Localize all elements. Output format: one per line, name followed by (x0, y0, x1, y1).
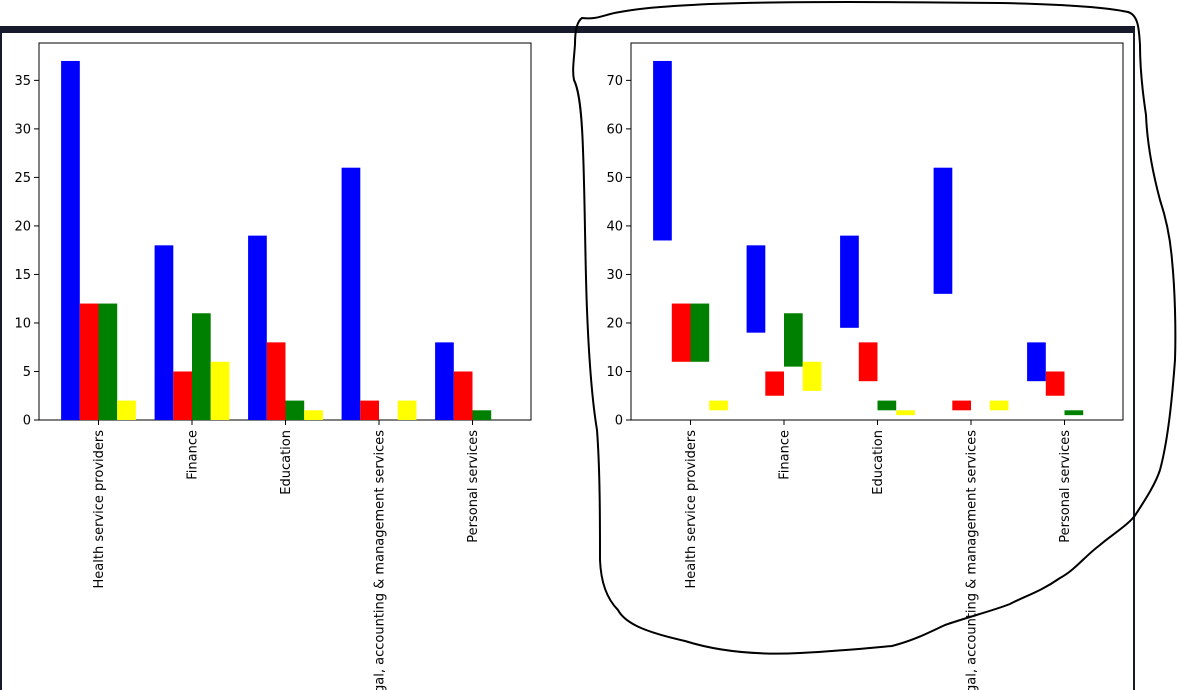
window-left-border (0, 33, 2, 690)
bar-series-1-3 (341, 167, 361, 420)
bar-series-2-2 (858, 342, 878, 382)
x-tick-label: Education (871, 430, 886, 495)
bar-series-2-1 (173, 371, 192, 420)
y-tick-label: 0 (23, 414, 31, 429)
bar-series-2-1 (765, 371, 784, 396)
bar-series-3-4 (472, 410, 492, 420)
bar-series-2-3 (360, 400, 379, 420)
hand-drawn-circle-annotation (572, 1, 1177, 655)
bar-series-4-0 (117, 400, 136, 420)
bar-series-1-3 (933, 167, 953, 294)
bar-series-4-0 (709, 400, 728, 411)
bar-series-2-2 (266, 342, 286, 420)
bar-series-4-1 (210, 361, 230, 420)
bar-series-1-1 (154, 245, 174, 420)
bar-series-1-2 (840, 235, 859, 328)
y-tick-label: 70 (606, 74, 623, 89)
bar-series-3-4 (1064, 410, 1084, 416)
y-tick-label: 35 (14, 74, 31, 89)
x-tick-label: Legal, accounting & management services (373, 430, 388, 690)
bar-series-4-2 (896, 410, 915, 416)
bar-series-4-2 (304, 410, 323, 420)
bar-series-3-1 (784, 313, 803, 367)
x-tick-label: Personal services (1058, 430, 1073, 543)
bar-series-2-0 (671, 303, 691, 362)
y-tick-label: 10 (606, 365, 623, 380)
bar-series-3-2 (285, 400, 305, 420)
bar-series-4-3 (989, 400, 1009, 411)
bar-series-4-1 (802, 361, 822, 391)
bar-series-1-1 (746, 245, 766, 333)
y-tick-label: 20 (14, 219, 31, 234)
y-tick-label: 10 (14, 316, 31, 331)
bar-series-3-0 (98, 303, 118, 420)
x-tick-label: Finance (186, 430, 201, 480)
y-tick-label: 50 (606, 171, 623, 186)
y-tick-label: 30 (14, 122, 31, 137)
bar-series-4-3 (397, 400, 417, 420)
y-tick-label: 20 (606, 316, 623, 331)
window-top-bar (0, 26, 1135, 33)
bar-series-3-1 (192, 313, 211, 420)
x-tick-label: Finance (778, 430, 793, 480)
y-tick-label: 60 (606, 122, 623, 137)
x-tick-label: Personal services (466, 430, 481, 543)
y-tick-label: 25 (14, 171, 31, 186)
chart-right: 0 10 20 30 40 50 60 70 Health service providers F… (606, 42, 1124, 690)
y-tick-label: 40 (606, 219, 623, 234)
y-tick-label: 5 (23, 365, 31, 380)
y-tick-label: 15 (14, 268, 31, 283)
bar-series-3-0 (690, 303, 710, 362)
bar-series-1-2 (248, 235, 267, 420)
bar-series-2-4 (1045, 371, 1065, 396)
bar-series-2-0 (79, 303, 99, 420)
bar-series-2-4 (453, 371, 473, 420)
y-tick-label: 0 (615, 414, 623, 429)
bar-series-3-2 (877, 400, 897, 411)
x-tick-label: Health service providers (92, 430, 107, 589)
x-tick-label: Health service providers (684, 430, 699, 589)
y-tick-label: 30 (606, 268, 623, 283)
window-right-border (1133, 33, 1135, 690)
bar-series-1-4 (435, 342, 454, 420)
x-tick-label: Legal, accounting & management services (965, 430, 980, 690)
chart-left: 0 5 10 15 20 25 30 35 Health service providers Fi… (14, 42, 532, 690)
x-tick-label: Education (279, 430, 294, 495)
bar-series-1-0 (653, 60, 672, 241)
bar-series-2-3 (952, 400, 971, 411)
bar-series-1-4 (1027, 342, 1046, 382)
bar-series-1-0 (61, 60, 80, 420)
